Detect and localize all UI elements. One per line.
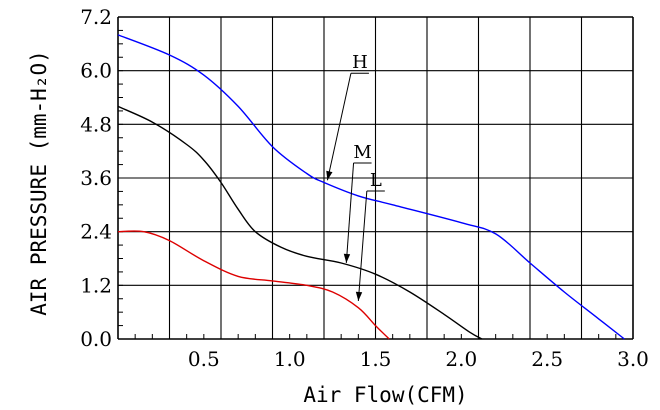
y-tick-label: 7.2 <box>80 5 112 29</box>
x-tick-label: 2.5 <box>531 347 563 371</box>
curve-label-m: M <box>353 142 371 163</box>
y-tick-label: 6.0 <box>80 59 112 83</box>
leader-arrowhead <box>326 170 333 181</box>
y-axis-title: AIR PRESSURE (mm-H₂O) <box>27 50 51 316</box>
series-line-m <box>117 105 483 340</box>
grid <box>117 16 634 340</box>
curve-label-h: H <box>352 52 368 73</box>
tick-labels: 0.5 1.0 1.5 2.0 2.5 3.0 0.0 1.2 2.4 3.6 4.8 6.0 7.2 <box>80 5 649 371</box>
leader-line <box>357 190 368 302</box>
curve-label-l: L <box>370 170 382 191</box>
series-line-h <box>117 34 625 340</box>
y-tick-label: 4.8 <box>80 112 112 136</box>
y-tick-label: 1.2 <box>80 273 112 297</box>
x-tick-label: 3.0 <box>617 347 649 371</box>
x-tick-label: 1.0 <box>274 347 306 371</box>
x-axis-title: Air Flow(CFM) <box>303 383 467 407</box>
leader-line <box>326 73 352 181</box>
series-line-l <box>117 230 390 340</box>
x-tick-label: 0.5 <box>188 347 220 371</box>
y-tick-label: 3.6 <box>80 166 112 190</box>
y-tick-label: 2.4 <box>80 220 112 244</box>
series-lines <box>117 34 625 340</box>
curve-annotations: H ML <box>326 52 385 302</box>
y-tick-label: 0.0 <box>80 327 112 351</box>
leader-arrowhead <box>355 291 363 301</box>
x-tick-label: 2.0 <box>445 347 477 371</box>
leader-line <box>345 162 355 264</box>
leader-arrowhead <box>343 253 351 263</box>
x-tick-label: 1.5 <box>360 347 392 371</box>
